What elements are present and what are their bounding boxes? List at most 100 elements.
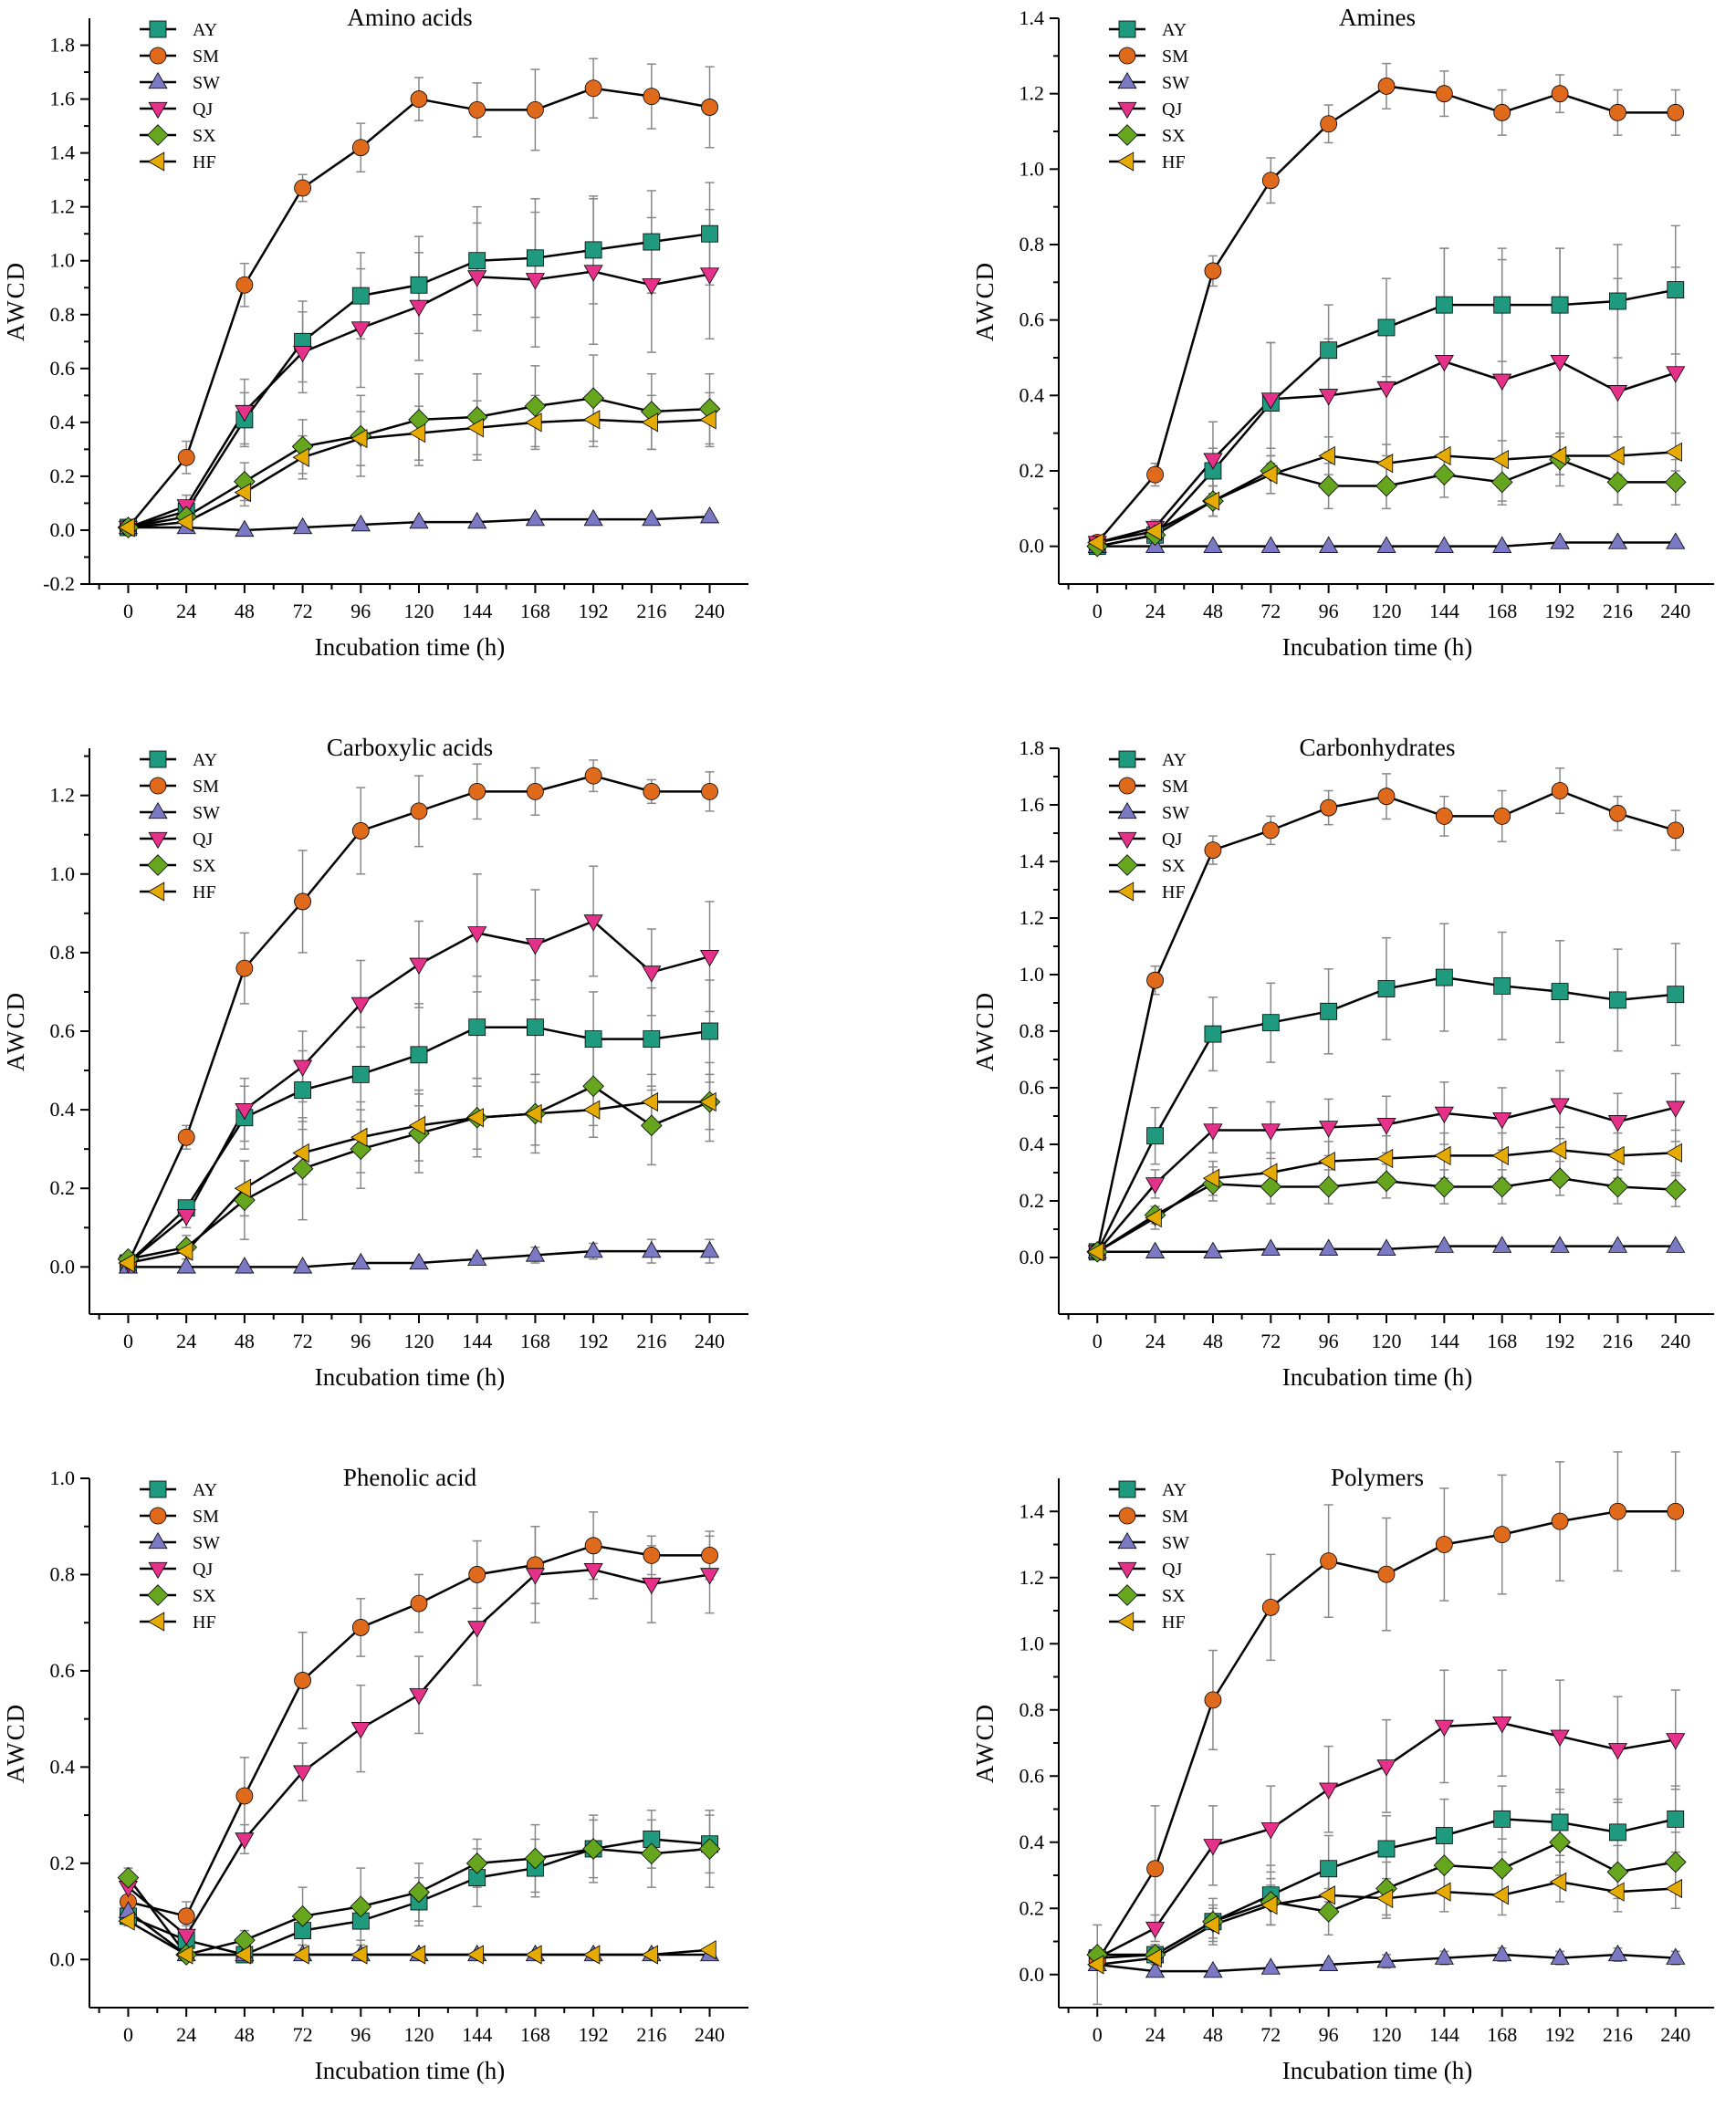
- x-tick-label: 48: [235, 1330, 255, 1352]
- data-point: [1203, 453, 1223, 470]
- y-tick-label: 0.2: [50, 1852, 76, 1874]
- x-tick-label: 120: [404, 2023, 434, 2046]
- data-point: [1376, 1951, 1396, 1968]
- data-point: [699, 950, 720, 967]
- legend-marker: [148, 801, 168, 819]
- data-point: [408, 1945, 426, 1965]
- data-point: [1435, 1536, 1453, 1553]
- data-point: [468, 1566, 486, 1583]
- error-bars-HF: [182, 391, 715, 528]
- data-point: [1492, 1717, 1512, 1734]
- data-point: [350, 321, 371, 339]
- legend-label: AY: [193, 750, 217, 770]
- data-point: [582, 1838, 604, 1860]
- y-tick-label: 1.6: [1020, 793, 1045, 816]
- data-point: [1377, 1565, 1396, 1583]
- y-axis-title: AWCD: [971, 991, 999, 1071]
- data-point: [642, 965, 662, 983]
- chart-panel-4: 0.0 0.2 0.4 0.6 0.8 1.0 1.2 1.4 1.6 1.8 0 24 48 72 96 1…: [971, 734, 1714, 1391]
- data-point: [1551, 85, 1569, 103]
- data-point: [525, 1245, 546, 1262]
- error-bars-QJ: [182, 865, 715, 1229]
- data-point: [1434, 1882, 1451, 1902]
- data-point: [1260, 1957, 1281, 1975]
- data-point: [1435, 1827, 1453, 1844]
- x-tick-label: 0: [1093, 2023, 1103, 2046]
- data-point: [1320, 798, 1338, 817]
- data-point: [1667, 281, 1685, 299]
- data-point: [1435, 808, 1453, 825]
- error-bars-HF: [1150, 432, 1680, 540]
- data-point: [118, 517, 135, 537]
- x-tick-label: 216: [1603, 2023, 1633, 2046]
- data-point: [1550, 354, 1570, 372]
- data-point: [408, 423, 426, 444]
- data-point: [468, 252, 486, 270]
- legend-label: SW: [1162, 73, 1189, 93]
- data-point: [1202, 491, 1220, 511]
- legend-label: SM: [193, 777, 219, 797]
- data-point: [1492, 1944, 1512, 1962]
- data-point: [1087, 1242, 1104, 1262]
- data-point: [176, 1928, 196, 1946]
- data-point: [701, 99, 718, 116]
- data-point: [1667, 1502, 1685, 1520]
- y-axis-title: AWCD: [971, 1703, 999, 1783]
- y-tick-label: 0.6: [50, 357, 76, 380]
- x-tick-label: 72: [1260, 1330, 1281, 1352]
- data-point: [292, 1257, 313, 1274]
- chart-panel-1: -0.2 0.0 0.2 0.4 0.6 0.8 1.0 1.2 1.4 1.6 1.8 0 24 48 7…: [2, 4, 748, 661]
- series-markers-QJ: [118, 265, 720, 538]
- x-tick-label: 192: [1545, 600, 1575, 622]
- x-tick-label: 144: [462, 2023, 492, 2046]
- data-point: [1493, 1526, 1511, 1544]
- data-point: [525, 412, 542, 433]
- data-point: [176, 512, 193, 532]
- data-point: [350, 1895, 372, 1918]
- y-tick-label: 0.6: [50, 1659, 76, 1682]
- data-point: [1146, 1860, 1164, 1878]
- legend-label: SM: [1162, 1507, 1188, 1527]
- data-point: [466, 1945, 484, 1965]
- data-point: [1435, 968, 1453, 986]
- legend-marker: [1116, 882, 1135, 902]
- data-point: [1319, 1954, 1339, 1972]
- data-point: [1260, 1163, 1278, 1183]
- data-point: [176, 1209, 196, 1226]
- data-point: [1145, 1948, 1162, 1968]
- data-point: [235, 959, 254, 977]
- data-point: [641, 1091, 658, 1112]
- legend-label: HF: [193, 152, 216, 172]
- y-tick-label: 1.0: [1020, 157, 1045, 180]
- x-tick-label: 144: [1429, 2023, 1459, 2046]
- y-tick-label: 1.2: [1020, 82, 1045, 105]
- data-point: [583, 1563, 603, 1581]
- x-tick-label: 0: [123, 2023, 133, 2046]
- data-point: [584, 767, 602, 785]
- data-point: [350, 997, 371, 1015]
- y-tick-label: 0.0: [1020, 1246, 1045, 1268]
- y-tick-label: 1.8: [1020, 736, 1045, 759]
- data-point: [1551, 782, 1569, 799]
- data-point: [1667, 986, 1685, 1004]
- data-point: [1145, 1208, 1162, 1228]
- data-point: [701, 782, 718, 800]
- data-point: [409, 957, 429, 975]
- data-point: [1260, 1123, 1281, 1141]
- series-markers-HF: [118, 410, 716, 537]
- data-point: [1667, 1810, 1685, 1828]
- data-point: [699, 267, 720, 285]
- legend-label: SW: [193, 803, 220, 823]
- data-point: [1203, 1123, 1223, 1141]
- data-point: [699, 1091, 716, 1112]
- legend-marker: [1118, 47, 1136, 65]
- data-point: [410, 276, 428, 294]
- data-point: [1667, 103, 1685, 121]
- y-tick-label: 1.0: [50, 1466, 76, 1489]
- data-point: [641, 412, 658, 433]
- legend-label: AY: [193, 1480, 217, 1500]
- data-point: [1607, 1882, 1625, 1902]
- data-point: [409, 1688, 429, 1706]
- data-point: [1491, 1145, 1509, 1165]
- data-point: [1606, 1175, 1629, 1198]
